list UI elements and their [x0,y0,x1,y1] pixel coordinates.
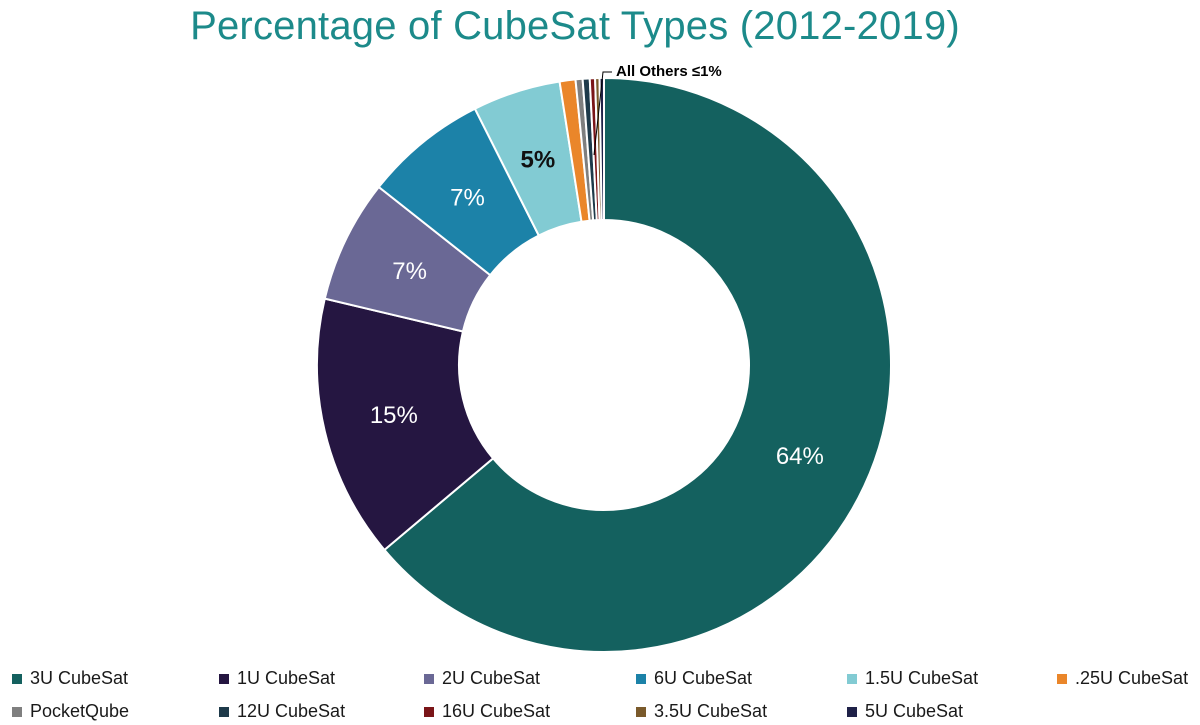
legend-swatch [636,673,646,684]
legend-swatch [12,673,22,684]
data-label-1u-cubesat: 15% [370,402,418,429]
legend-label: 12U CubeSat [237,701,346,721]
data-label-1-5u-cubesat: 5% [521,146,556,173]
donut-chart: 64% 15% 7% 7% 5% All Others ≤1% [316,63,892,653]
legend-label: 1U CubeSat [237,668,336,688]
data-label-2u-cubesat: 7% [392,258,427,285]
legend-item-2u-cubesat: 2U CubeSat [424,668,540,689]
data-label-6u-cubesat: 7% [450,185,485,212]
legend-label: 6U CubeSat [654,668,753,688]
legend-swatch [847,706,857,717]
legend-swatch [847,673,857,684]
legend-swatch [424,673,434,684]
callout-all-others: All Others ≤1% [616,63,722,80]
legend-swatch [424,706,434,717]
legend-item-1-5u-cubesat: 1.5U CubeSat [847,668,978,689]
legend-swatch [636,706,646,717]
data-label-3u-cubesat: 64% [776,443,824,470]
chart-legend: 3U CubeSat 1U CubeSat 2U CubeSat 6U CubeSat… [0,668,1200,725]
legend-item-3-5u-cubesat: 3.5U CubeSat [636,701,767,722]
legend-label: 16U CubeSat [442,701,551,721]
legend-label: 3.5U CubeSat [654,701,768,721]
legend-swatch [1057,673,1067,684]
legend-item-16u-cubesat: 16U CubeSat [424,701,550,722]
legend-item-5u-cubesat: 5U CubeSat [847,701,963,722]
legend-swatch [12,706,22,717]
legend-swatch [219,706,229,717]
slice-1u-cubesat [316,297,495,552]
legend-item-6u-cubesat: 6U CubeSat [636,668,752,689]
slice-5u-cubesat [598,76,605,222]
legend-label: 2U CubeSat [442,668,541,688]
legend-label: 5U CubeSat [865,701,964,721]
callout-leader-line [593,71,612,156]
legend-label: PocketQube [30,701,130,721]
legend-label: 3U CubeSat [30,668,129,688]
slice-3u-cubesat [383,76,892,653]
legend-item-25u-cubesat: .25U CubeSat [1057,668,1188,689]
legend-item-1u-cubesat: 1U CubeSat [219,668,335,689]
chart-title: Percentage of CubeSat Types (2012-2019) [190,4,960,48]
legend-swatch [219,673,229,684]
legend-item-pocketqube: PocketQube [12,701,129,722]
legend-label: .25U CubeSat [1075,668,1189,688]
legend-item-12u-cubesat: 12U CubeSat [219,701,345,722]
legend-label: 1.5U CubeSat [865,668,979,688]
legend-item-3u-cubesat: 3U CubeSat [12,668,128,689]
